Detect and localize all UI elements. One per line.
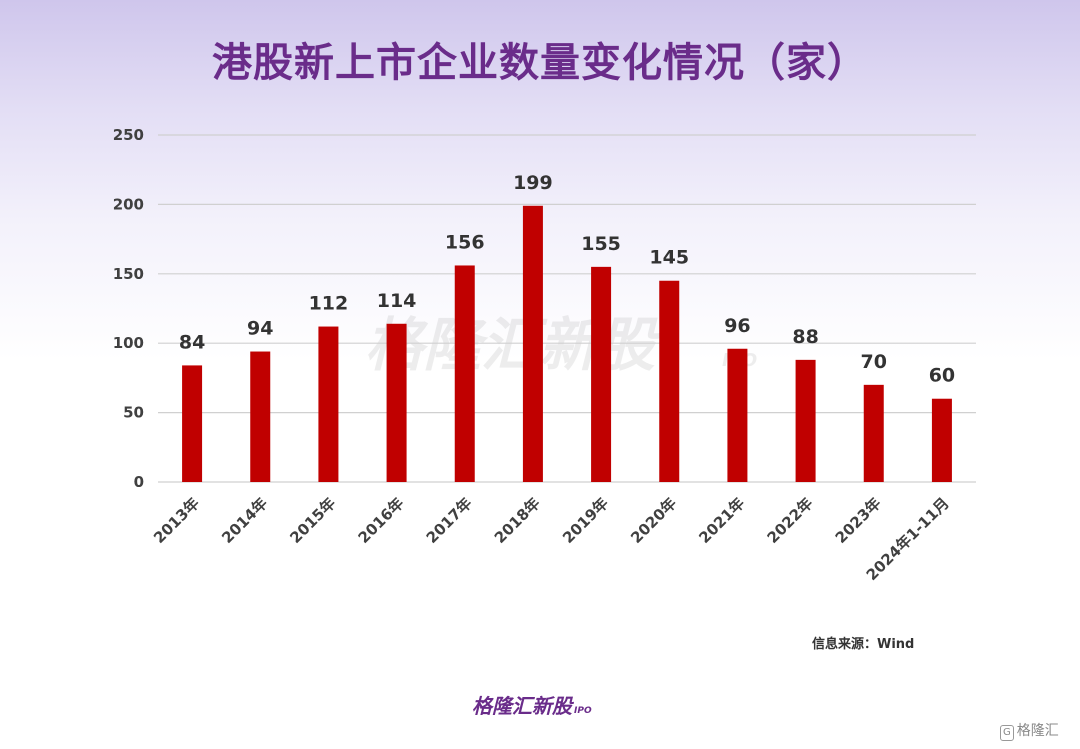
data-label: 145 [649, 247, 689, 269]
y-axis-ticks: 0 50 100 150 200 250 [113, 126, 144, 491]
x-tick-label: 2014年 [218, 494, 271, 547]
gridlines [158, 134, 976, 483]
x-tick-label: 2019年 [559, 494, 612, 547]
corner-badge-text: 格隆汇 [1016, 723, 1059, 739]
data-label: 60 [929, 365, 955, 387]
data-label: 88 [792, 326, 818, 348]
bar [318, 326, 339, 482]
x-tick-label: 2022年 [764, 494, 817, 547]
bar [931, 398, 952, 482]
bars [182, 205, 952, 482]
y-tick-label: 0 [134, 473, 144, 491]
x-tick-label: 2021年 [695, 494, 748, 547]
bar [591, 266, 612, 482]
footer-logo-sub: IPO [574, 706, 592, 716]
footer-logo: 格隆汇新股 IPO [472, 690, 592, 719]
data-labels: 84 94 112 114 156 199 155 145 96 88 70 60 [179, 172, 955, 387]
x-tick-label: 2018年 [491, 494, 544, 547]
data-label: 114 [377, 290, 417, 312]
data-label: 199 [513, 172, 553, 194]
x-tick-label: 2013年 [150, 494, 203, 547]
y-tick-label: 100 [113, 334, 144, 352]
x-tick-label: 2023年 [832, 494, 885, 547]
bar [182, 365, 203, 482]
corner-badge: G 格隆汇 [1000, 720, 1059, 741]
bar [863, 384, 884, 482]
watermark-text: 格隆汇新股 [365, 311, 661, 379]
bar [386, 323, 407, 482]
data-label: 112 [309, 293, 349, 315]
data-label: 70 [861, 351, 887, 373]
bar [454, 265, 475, 482]
bar [659, 280, 680, 482]
y-tick-label: 150 [113, 265, 144, 283]
x-tick-label: 2020年 [627, 494, 680, 547]
data-label: 84 [179, 331, 205, 353]
data-label: 94 [247, 318, 273, 340]
bar [522, 205, 543, 482]
data-label: 156 [445, 231, 485, 253]
x-tick-label: 2015年 [286, 494, 339, 547]
g-logo-icon: G [1000, 725, 1014, 741]
data-label: 155 [581, 233, 621, 255]
x-tick-label: 2016年 [355, 494, 408, 547]
bar [250, 351, 271, 482]
y-tick-label: 250 [113, 126, 144, 144]
chart-title: 港股新上市企业数量变化情况（家） [212, 40, 868, 86]
footer-logo-text: 格隆汇新股 [472, 694, 572, 718]
y-tick-label: 200 [113, 195, 144, 213]
y-tick-label: 50 [123, 404, 144, 422]
data-label: 96 [724, 315, 750, 337]
x-axis-ticks: 2013年 2014年 2015年 2016年 2017年 2018年 2019年 2020年… [150, 494, 953, 584]
bar [795, 359, 816, 482]
source-note: 信息来源：Wind [812, 637, 915, 652]
x-tick-label: 2017年 [423, 494, 476, 547]
bar [727, 348, 748, 482]
